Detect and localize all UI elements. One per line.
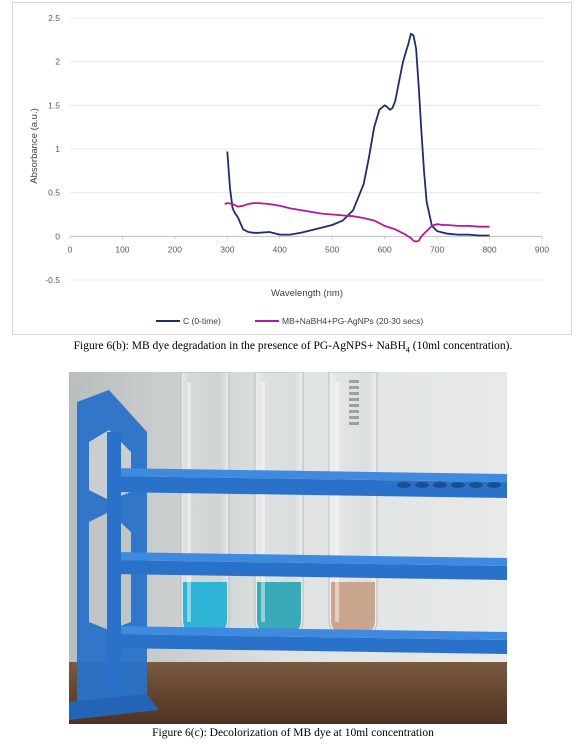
figure-6c-caption: Figure 6(c): Decolorization of MB dye at… [152, 727, 434, 739]
x-tick-label: 200 [168, 244, 182, 254]
y-tick-label: 2 [55, 57, 60, 67]
x-tick-label: 500 [325, 244, 339, 254]
figure-6b-caption: Figure 6(b): MB dye degradation in the p… [0, 340, 586, 354]
tube-liquid-3 [331, 582, 375, 636]
y-tick-label: 0 [55, 231, 60, 241]
y-tick-label: 0.5 [48, 188, 60, 198]
rack-tier-1 [109, 476, 507, 498]
series-line-1 [224, 202, 490, 243]
x-tick-label: 0 [68, 244, 73, 254]
rack-tier-top-1 [109, 468, 507, 482]
tube-marking [349, 380, 359, 383]
rack-tier-2 [109, 560, 507, 580]
y-tick-label: 1.5 [48, 100, 60, 110]
tube-liquid-1 [183, 582, 227, 636]
x-tick-label: 700 [430, 244, 444, 254]
x-axis-label: Wavelength (nm) [271, 288, 343, 299]
tube-marking [349, 398, 359, 401]
x-tick-label: 900 [535, 244, 549, 254]
legend: C (0-time) MB+NaBH4+PG-AgNPs (20-30 secs) [156, 316, 423, 326]
test-tube-photo [69, 372, 507, 724]
series-line-0 [226, 32, 490, 237]
tube-marking [349, 392, 359, 395]
tube-marking [349, 422, 359, 425]
tick-labels: 2.5 2 1.5 1 0.5 0 -0.5 0 100 200 300 400 500 600 700 80… [45, 13, 549, 285]
x-tick-label: 100 [115, 244, 129, 254]
rack-hole [397, 482, 411, 488]
rack-front-post [107, 432, 121, 712]
rack-hole [433, 482, 447, 488]
tube-highlight [261, 382, 265, 622]
y-tick-label: 1 [55, 144, 60, 154]
tube-marking [349, 410, 359, 413]
y-tick-label: -0.5 [45, 275, 60, 285]
rack-and-tubes [69, 372, 507, 720]
chart-frame: 2.5 2 1.5 1 0.5 0 -0.5 0 100 200 300 400 500 600 700 80… [12, 2, 572, 335]
rack-tier-3 [109, 634, 507, 654]
tube-marking [349, 416, 359, 419]
rack-hole [469, 482, 483, 488]
legend-label-0: C (0-time) [183, 316, 221, 326]
series-lines [224, 32, 490, 243]
rack-tier-top-3 [109, 626, 507, 640]
tube-highlight [187, 382, 191, 622]
figure-6b-caption-subscript: 4 [405, 345, 410, 355]
tube-marking [349, 404, 359, 407]
rack-hole [487, 482, 501, 488]
tube-highlight [335, 382, 339, 622]
figure-6b-caption-prefix: Figure 6(b): MB dye degradation in the p… [73, 340, 406, 352]
legend-label-1: MB+NaBH4+PG-AgNPs (20-30 secs) [282, 316, 423, 326]
rack-tier-top-2 [109, 552, 507, 566]
rack-base [69, 694, 159, 720]
x-tick-label: 800 [482, 244, 496, 254]
rack-hole [451, 482, 465, 488]
x-tick-label: 600 [378, 244, 392, 254]
y-axis-label: Absorbance (a.u.) [29, 108, 40, 184]
x-tick-label: 400 [273, 244, 287, 254]
x-tick-label: 300 [220, 244, 234, 254]
grid-lines [70, 17, 542, 281]
figure-6b-caption-suffix: (10ml concentration). [409, 340, 513, 352]
y-tick-label: 2.5 [48, 13, 60, 23]
axes [69, 235, 543, 240]
tube-marking [349, 386, 359, 389]
rack-hole [415, 482, 429, 488]
tube-liquid-2 [257, 582, 301, 636]
uv-vis-chart: 2.5 2 1.5 1 0.5 0 -0.5 0 100 200 300 400 500 600 700 80… [29, 13, 549, 326]
